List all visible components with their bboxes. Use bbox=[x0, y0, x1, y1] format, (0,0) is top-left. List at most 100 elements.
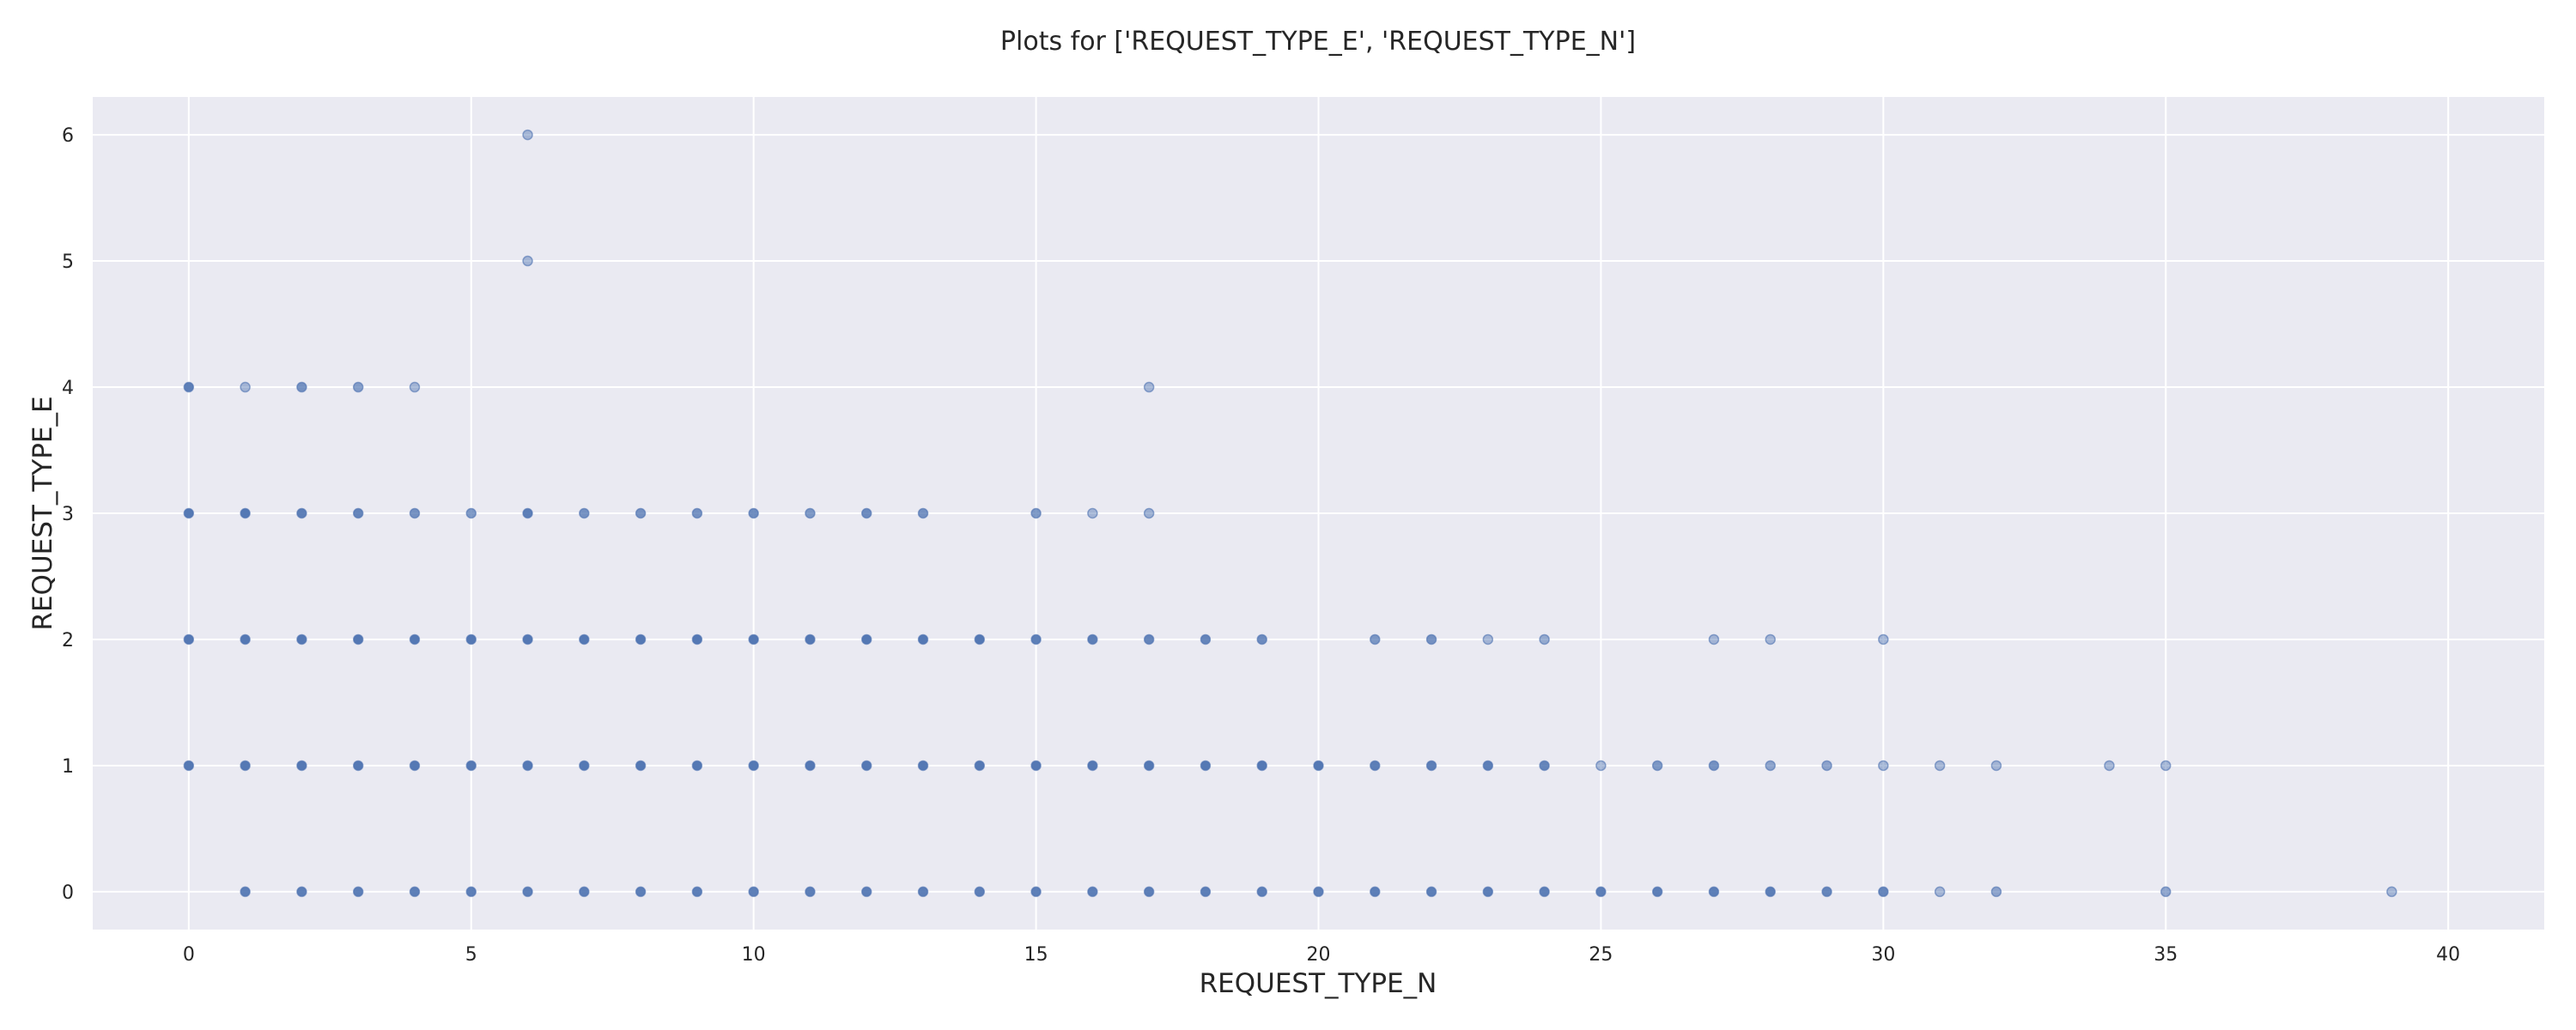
data-point bbox=[1200, 886, 1212, 898]
data-point bbox=[1651, 886, 1663, 898]
data-point bbox=[1030, 633, 1042, 645]
tick-layer: 0 5 10 15 20 25 30 35 40 0 1 2 3 4 5 6 bbox=[62, 125, 2460, 966]
data-point bbox=[748, 507, 759, 519]
data-point bbox=[1878, 886, 1889, 898]
data-point bbox=[1482, 760, 1494, 772]
data-point bbox=[409, 886, 421, 898]
data-point bbox=[635, 633, 647, 645]
chart-title: Plots for ['REQUEST_TYPE_E', 'REQUEST_TY… bbox=[1000, 27, 1636, 57]
y-tick-label: 0 bbox=[62, 882, 74, 904]
data-point bbox=[352, 886, 364, 898]
data-point bbox=[1765, 886, 1777, 898]
data-point bbox=[1482, 886, 1494, 898]
data-point bbox=[805, 886, 816, 898]
data-point bbox=[1425, 886, 1437, 898]
data-point bbox=[1370, 760, 1381, 772]
data-point bbox=[1425, 633, 1437, 645]
data-point bbox=[1708, 633, 1720, 645]
data-point bbox=[409, 381, 421, 393]
data-point bbox=[1200, 760, 1212, 772]
y-tick-label: 4 bbox=[62, 378, 74, 399]
data-point bbox=[240, 886, 251, 898]
data-point bbox=[1143, 760, 1155, 772]
data-point bbox=[1143, 633, 1155, 645]
points-layer bbox=[183, 129, 2397, 898]
data-point bbox=[1087, 760, 1098, 772]
data-point bbox=[1370, 633, 1381, 645]
data-point bbox=[635, 760, 647, 772]
data-point bbox=[691, 507, 703, 519]
x-tick-label: 0 bbox=[183, 944, 195, 966]
x-tick-label: 10 bbox=[742, 944, 766, 966]
data-point bbox=[1482, 633, 1494, 645]
data-point bbox=[352, 760, 364, 772]
x-tick-label: 15 bbox=[1024, 944, 1048, 966]
data-point bbox=[296, 886, 307, 898]
data-point bbox=[522, 255, 533, 267]
x-tick-label: 40 bbox=[2436, 944, 2460, 966]
data-point bbox=[1030, 886, 1042, 898]
data-point bbox=[522, 886, 533, 898]
data-point bbox=[1765, 633, 1777, 645]
data-point bbox=[1256, 886, 1267, 898]
x-tick-label: 25 bbox=[1589, 944, 1613, 966]
data-point bbox=[240, 507, 251, 519]
data-point bbox=[1030, 507, 1042, 519]
data-point bbox=[1821, 886, 1832, 898]
y-tick-label: 6 bbox=[62, 125, 74, 147]
data-point bbox=[240, 633, 251, 645]
data-point bbox=[1595, 760, 1607, 772]
data-point bbox=[748, 633, 759, 645]
data-point bbox=[860, 507, 872, 519]
data-point bbox=[1256, 760, 1267, 772]
data-point bbox=[1990, 760, 2002, 772]
data-point bbox=[183, 760, 195, 772]
data-point bbox=[352, 507, 364, 519]
data-point bbox=[1934, 760, 1946, 772]
x-tick-label: 5 bbox=[465, 944, 477, 966]
data-point bbox=[1708, 760, 1720, 772]
data-point bbox=[1595, 886, 1607, 898]
x-tick-label: 35 bbox=[2154, 944, 2178, 966]
data-point bbox=[805, 633, 816, 645]
data-point bbox=[1313, 886, 1324, 898]
x-tick-label: 30 bbox=[1871, 944, 1895, 966]
data-point bbox=[1425, 760, 1437, 772]
data-point bbox=[1765, 760, 1777, 772]
data-point bbox=[1143, 381, 1155, 393]
data-point bbox=[635, 507, 647, 519]
y-tick-label: 3 bbox=[62, 504, 74, 525]
data-point bbox=[296, 381, 307, 393]
data-point bbox=[409, 633, 421, 645]
data-point bbox=[1087, 886, 1098, 898]
data-point bbox=[240, 760, 251, 772]
data-point bbox=[183, 381, 195, 393]
data-point bbox=[1651, 760, 1663, 772]
data-point bbox=[1087, 633, 1098, 645]
data-point bbox=[296, 760, 307, 772]
data-point bbox=[579, 507, 590, 519]
data-point bbox=[635, 886, 647, 898]
data-point bbox=[522, 129, 533, 141]
data-point bbox=[1256, 633, 1267, 645]
data-point bbox=[748, 886, 759, 898]
data-point bbox=[296, 633, 307, 645]
data-point bbox=[917, 886, 929, 898]
y-axis-label: REQUEST_TYPE_E bbox=[27, 396, 58, 630]
data-point bbox=[805, 507, 816, 519]
y-tick-label: 1 bbox=[62, 756, 74, 778]
data-point bbox=[1878, 633, 1889, 645]
data-point bbox=[691, 760, 703, 772]
data-point bbox=[465, 760, 477, 772]
data-point bbox=[522, 507, 533, 519]
data-point bbox=[579, 886, 590, 898]
data-point bbox=[579, 633, 590, 645]
data-point bbox=[1934, 886, 1946, 898]
data-point bbox=[1030, 760, 1042, 772]
data-point bbox=[805, 760, 816, 772]
data-point bbox=[974, 633, 986, 645]
data-point bbox=[1370, 886, 1381, 898]
data-point bbox=[522, 760, 533, 772]
